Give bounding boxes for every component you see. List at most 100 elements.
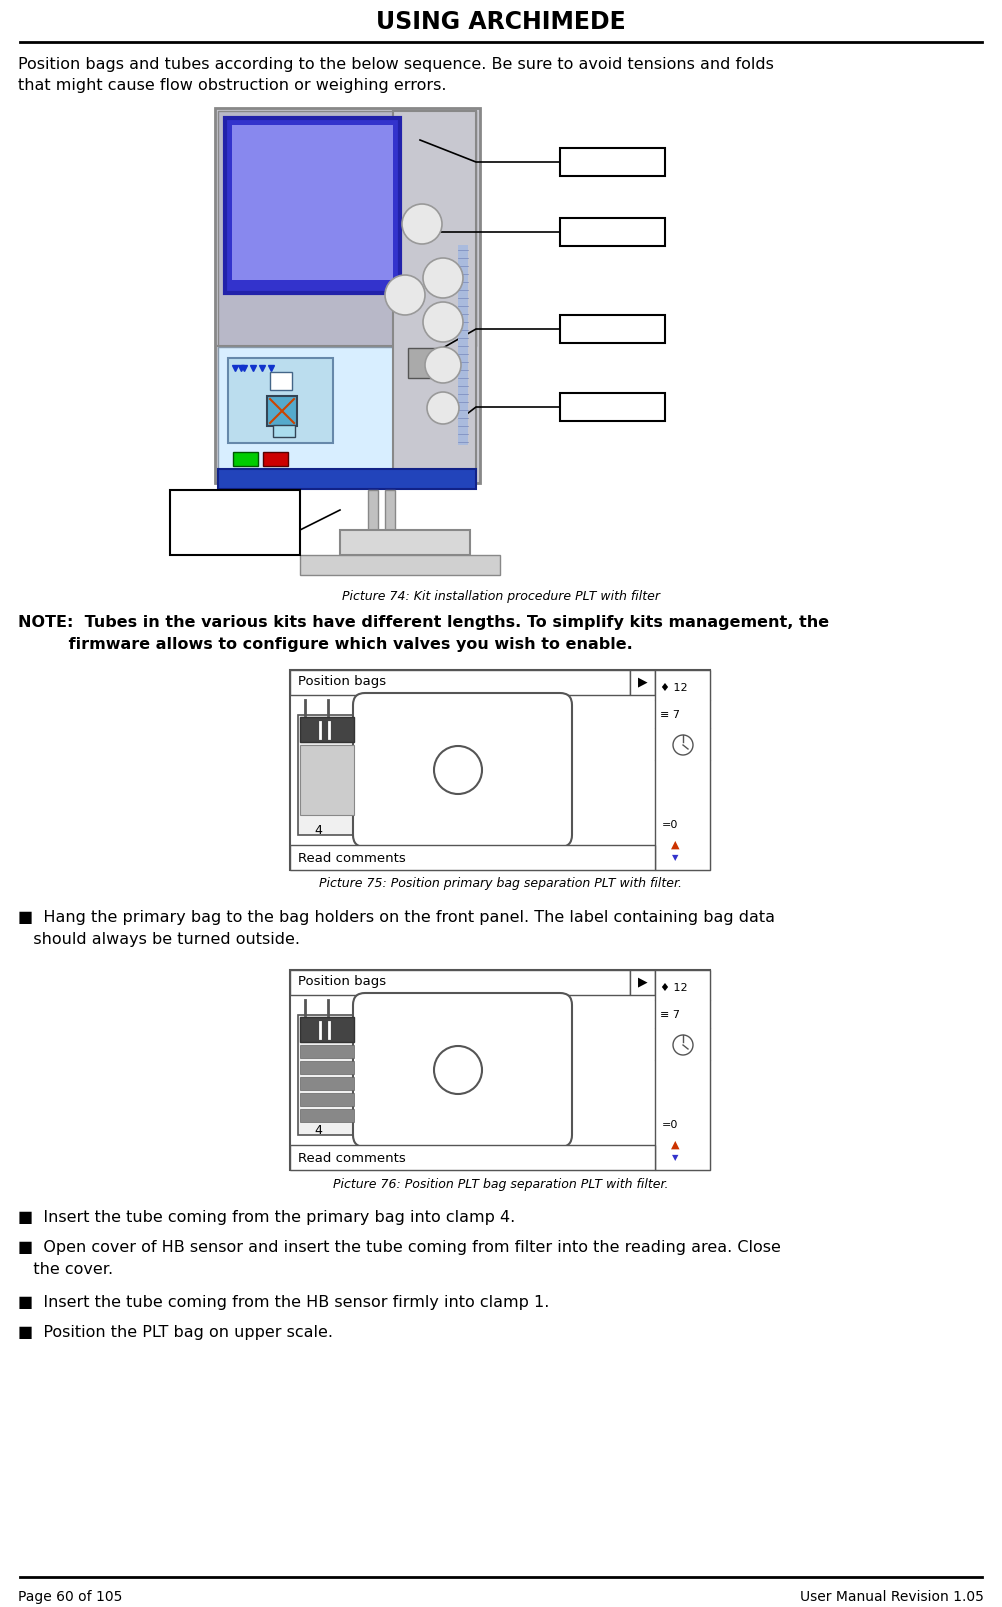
- Text: ▼: ▼: [671, 853, 678, 863]
- Circle shape: [673, 1035, 693, 1056]
- Text: Scale 1: Scale 1: [209, 529, 261, 542]
- Bar: [215, 108, 480, 484]
- Bar: [630, 971, 655, 995]
- Text: ♦ 12: ♦ 12: [660, 983, 687, 993]
- Text: ♦ 12: ♦ 12: [660, 683, 687, 693]
- Bar: [458, 244, 468, 445]
- Bar: [290, 670, 710, 869]
- Text: ≡ 7: ≡ 7: [660, 1011, 680, 1020]
- FancyBboxPatch shape: [353, 693, 572, 847]
- Text: NOTE:  Tubes in the various kits have different lengths. To simplify kits manage: NOTE: Tubes in the various kits have dif…: [18, 615, 829, 630]
- Text: Clamp 1: Clamp 1: [583, 225, 641, 239]
- Text: Position bags: Position bags: [298, 675, 386, 688]
- Text: Picture 74: Kit installation procedure PLT with filter: Picture 74: Kit installation procedure P…: [342, 590, 660, 603]
- Text: ■  Position the PLT bag on upper scale.: ■ Position the PLT bag on upper scale.: [18, 1326, 333, 1340]
- Text: ▶: ▶: [638, 975, 648, 988]
- Circle shape: [423, 259, 463, 297]
- Text: User Manual Revision 1.05: User Manual Revision 1.05: [801, 1589, 984, 1604]
- Text: Clamp 4: Clamp 4: [583, 400, 641, 415]
- Text: Page 60 of 105: Page 60 of 105: [18, 1589, 122, 1604]
- Bar: [560, 315, 665, 342]
- Bar: [267, 395, 297, 426]
- Bar: [290, 1146, 655, 1170]
- Text: ▲: ▲: [670, 840, 679, 850]
- Bar: [408, 349, 441, 378]
- Text: 1: 1: [451, 760, 465, 779]
- Text: firmware allows to configure which valves you wish to enable.: firmware allows to configure which valve…: [18, 636, 632, 652]
- Text: 1: 1: [401, 289, 410, 302]
- Bar: [290, 845, 655, 869]
- Bar: [273, 424, 295, 437]
- Bar: [218, 347, 393, 479]
- Circle shape: [385, 275, 425, 315]
- Text: should always be turned outside.: should always be turned outside.: [18, 932, 300, 947]
- Bar: [300, 1093, 354, 1106]
- Bar: [270, 371, 292, 391]
- Bar: [232, 125, 393, 280]
- Bar: [218, 469, 476, 489]
- Circle shape: [434, 746, 482, 794]
- Bar: [300, 1017, 354, 1041]
- Bar: [290, 670, 630, 694]
- Text: Picture 76: Position PLT bag separation PLT with filter.: Picture 76: Position PLT bag separation …: [334, 1178, 668, 1191]
- Bar: [300, 746, 354, 815]
- Text: =0: =0: [662, 820, 678, 829]
- Text: ■  Insert the tube coming from the primary bag into clamp 4.: ■ Insert the tube coming from the primar…: [18, 1210, 515, 1225]
- Bar: [225, 117, 400, 292]
- Circle shape: [673, 734, 693, 755]
- Circle shape: [425, 347, 461, 382]
- Circle shape: [402, 204, 442, 244]
- Bar: [368, 490, 378, 530]
- Bar: [340, 530, 470, 554]
- Text: the cover.: the cover.: [18, 1261, 113, 1278]
- Bar: [560, 394, 665, 421]
- Text: ≡ 7: ≡ 7: [660, 710, 680, 720]
- Text: 1: 1: [451, 1061, 465, 1080]
- Text: USING ARCHIMEDE: USING ARCHIMEDE: [376, 10, 626, 34]
- Bar: [233, 452, 258, 466]
- Bar: [300, 1077, 354, 1090]
- Bar: [170, 490, 300, 554]
- Text: ▼: ▼: [671, 1154, 678, 1162]
- Text: Position bags and tubes according to the below sequence. Be sure to avoid tensio: Position bags and tubes according to the…: [18, 56, 774, 72]
- FancyBboxPatch shape: [353, 993, 572, 1147]
- Text: 4: 4: [439, 402, 447, 415]
- Text: 6: 6: [439, 315, 447, 328]
- Text: 4: 4: [314, 824, 322, 837]
- Bar: [298, 1016, 356, 1135]
- Text: 4: 4: [314, 1123, 322, 1138]
- Text: 5: 5: [439, 358, 447, 371]
- Circle shape: [434, 1046, 482, 1094]
- Bar: [630, 670, 655, 694]
- Bar: [655, 971, 710, 1170]
- Text: Primary bag: Primary bag: [192, 508, 278, 522]
- Bar: [393, 111, 476, 471]
- Text: ■  Insert the tube coming from the HB sensor firmly into clamp 1.: ■ Insert the tube coming from the HB sen…: [18, 1295, 549, 1310]
- Bar: [300, 554, 500, 575]
- Text: ■  Hang the primary bag to the bag holders on the front panel. The label contain: ■ Hang the primary bag to the bag holder…: [18, 910, 775, 926]
- Text: 3: 3: [418, 217, 426, 230]
- Text: Picture 75: Position primary bag separation PLT with filter.: Picture 75: Position primary bag separat…: [320, 877, 682, 890]
- Bar: [300, 1061, 354, 1073]
- Bar: [228, 358, 333, 444]
- Bar: [300, 1109, 354, 1122]
- Bar: [263, 452, 288, 466]
- Text: that might cause flow obstruction or weighing errors.: that might cause flow obstruction or wei…: [18, 79, 447, 93]
- Text: Read comments: Read comments: [298, 1152, 406, 1165]
- Bar: [560, 148, 665, 177]
- Text: =0: =0: [662, 1120, 678, 1130]
- Text: Read comments: Read comments: [298, 852, 406, 865]
- Text: ▶: ▶: [638, 675, 648, 688]
- Circle shape: [423, 302, 463, 342]
- Bar: [385, 490, 395, 530]
- Text: ■  Open cover of HB sensor and insert the tube coming from filter into the readi: ■ Open cover of HB sensor and insert the…: [18, 1241, 781, 1255]
- Text: ▲: ▲: [670, 1139, 679, 1151]
- Text: Position bags: Position bags: [298, 975, 386, 988]
- Bar: [290, 971, 630, 995]
- Bar: [300, 1045, 354, 1057]
- Bar: [560, 219, 665, 246]
- Text: HB Sensor: HB Sensor: [576, 321, 648, 336]
- Bar: [298, 715, 356, 836]
- Circle shape: [427, 392, 459, 424]
- Text: Scale 2: Scale 2: [587, 154, 637, 169]
